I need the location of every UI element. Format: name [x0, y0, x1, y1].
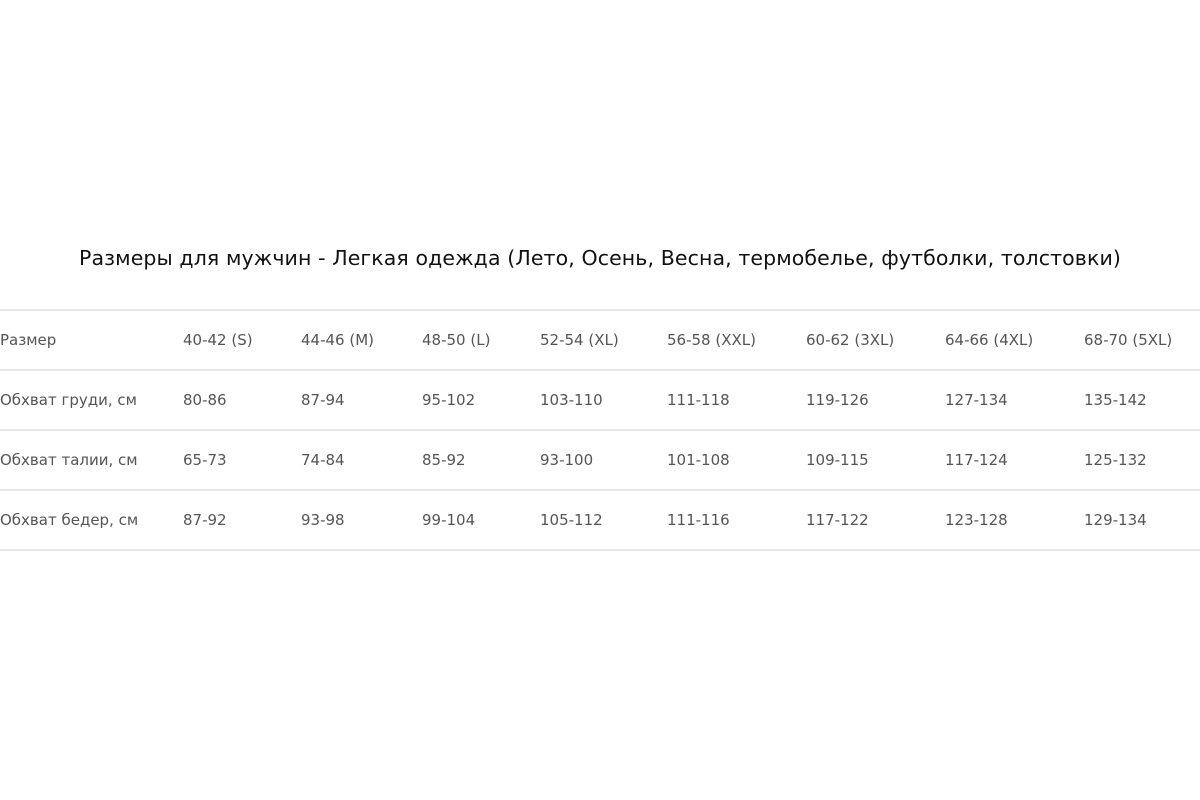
table-cell: 111-116: [667, 511, 730, 529]
table-cell: 93-98: [301, 511, 345, 529]
table-cell: 80-86: [183, 391, 227, 409]
table-cell: 117-124: [945, 451, 1008, 469]
table-header-row: Размер 40-42 (S) 44-46 (M) 48-50 (L) 52-54 (…: [0, 309, 1200, 369]
table-cell: 117-122: [806, 511, 869, 529]
table-cell: 127-134: [945, 391, 1008, 409]
table-cell: 101-108: [667, 451, 730, 469]
table-cell: 109-115: [806, 451, 869, 469]
row-label: Обхват бедер, см: [0, 511, 139, 529]
size-header-cell: 52-54 (XL): [540, 331, 619, 349]
size-header-cell: 68-70 (5XL): [1084, 331, 1173, 349]
size-table: Размер 40-42 (S) 44-46 (M) 48-50 (L) 52-54 (…: [0, 309, 1200, 551]
table-row: Обхват талии, см 65-73 74-84 85-92 93-100 101…: [0, 429, 1200, 489]
row-label: Обхват груди, см: [0, 391, 137, 409]
size-header-cell: 44-46 (M): [301, 331, 375, 349]
table-cell: 123-128: [945, 511, 1008, 529]
size-header-cell: 56-58 (XXL): [667, 331, 756, 349]
table-row: Обхват груди, см 80-86 87-94 95-102 103-110 1…: [0, 369, 1200, 429]
table-cell: 93-100: [540, 451, 594, 469]
row-label: Размер: [0, 331, 57, 349]
table-cell: 65-73: [183, 451, 227, 469]
size-header-cell: 48-50 (L): [422, 331, 491, 349]
table-cell: 74-84: [301, 451, 345, 469]
size-header-cell: 60-62 (3XL): [806, 331, 895, 349]
size-header-cell: 40-42 (S): [183, 331, 253, 349]
row-label: Обхват талии, см: [0, 451, 138, 469]
table-cell: 103-110: [540, 391, 603, 409]
size-header-cell: 64-66 (4XL): [945, 331, 1034, 349]
table-cell: 135-142: [1084, 391, 1147, 409]
table-cell: 129-134: [1084, 511, 1147, 529]
table-cell: 85-92: [422, 451, 466, 469]
table-cell: 111-118: [667, 391, 730, 409]
table-cell: 87-92: [183, 511, 227, 529]
page-title: Размеры для мужчин - Легкая одежда (Лето…: [79, 246, 1121, 270]
table-row: Обхват бедер, см 87-92 93-98 99-104 105-112 1…: [0, 489, 1200, 551]
table-cell: 125-132: [1084, 451, 1147, 469]
table-cell: 99-104: [422, 511, 476, 529]
table-cell: 105-112: [540, 511, 603, 529]
table-cell: 87-94: [301, 391, 345, 409]
table-cell: 119-126: [806, 391, 869, 409]
table-cell: 95-102: [422, 391, 476, 409]
